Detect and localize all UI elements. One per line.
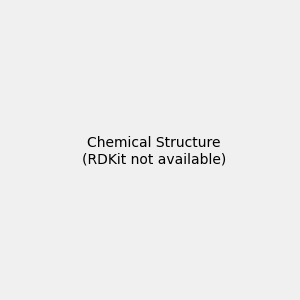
Text: Chemical Structure
(RDKit not available): Chemical Structure (RDKit not available) xyxy=(82,136,226,166)
